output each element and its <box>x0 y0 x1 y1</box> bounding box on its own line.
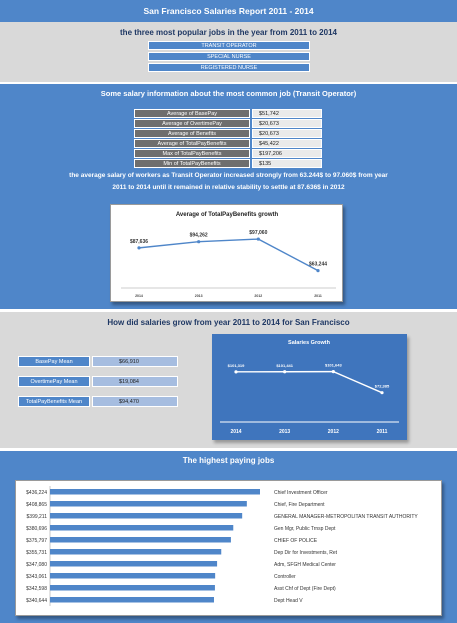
x-tick-label: 2014 <box>135 294 143 298</box>
data-point <box>316 269 320 273</box>
highest-paying-heading: The highest paying jobs <box>182 456 275 465</box>
stat-label: Average of OvertimePay <box>134 119 250 128</box>
salaries-growth-chart: Salaries Growth $101,319 2014 $101,441 2013 $… <box>220 340 399 435</box>
salaries-growth-chart-card: Salaries Growth $101,319 2014 $101,441 2013 $… <box>212 334 407 440</box>
data-label: $97,060 <box>249 230 267 236</box>
job-title-label: GENERAL MANAGER-METROPOLITAN TRANSIT AUT… <box>274 514 418 520</box>
series-line <box>235 370 383 394</box>
job-title-label: Controller <box>274 574 296 580</box>
mean-label: TotalPayBenefits Mean <box>18 396 90 407</box>
summary-line: 2011 to 2014 until it remained in relati… <box>112 184 345 191</box>
job-title-label: CHIEF OF POLICE <box>274 538 318 544</box>
data-label: $101,319 <box>228 363 245 368</box>
bar-value-label: $355,731 <box>26 550 47 556</box>
stat-value: $135 <box>252 159 322 168</box>
series-line <box>138 238 319 272</box>
data-point <box>197 240 201 244</box>
bar-value-label: $408,865 <box>26 502 47 508</box>
stat-value: $20,673 <box>252 129 322 138</box>
chart-title: Average of TotalPayBenefits growth <box>176 212 279 218</box>
highest-paying-chart: $436,224 Chief Investment Officer $408,865… <box>26 486 418 606</box>
x-tick-label: 2013 <box>279 429 290 435</box>
x-tick-label: 2013 <box>195 294 203 298</box>
bar-value-label: $375,797 <box>26 538 47 544</box>
stat-label: Max of TotalPayBenefits <box>134 149 250 158</box>
transit-growth-chart-card: Average of TotalPayBenefits growth $87,63… <box>110 204 343 302</box>
bar <box>50 561 218 567</box>
mean-label: BasePay Mean <box>18 356 90 367</box>
stat-value: $51,742 <box>252 109 322 118</box>
job-title-label: Adm, SFGH Medical Center <box>274 562 336 568</box>
bar-value-label: $399,211 <box>27 514 48 520</box>
popular-jobs-heading: the three most popular jobs in the year … <box>120 28 337 37</box>
popular-job-item: REGISTERED NURSE <box>148 63 310 72</box>
popular-job-item: SPECIAL NURSE <box>148 52 310 61</box>
bar <box>50 549 222 555</box>
data-point <box>256 237 260 241</box>
job-title-label: Dept Head V <box>274 598 303 604</box>
bar <box>50 525 234 531</box>
data-label: $101,643 <box>325 363 342 368</box>
x-tick-label: 2011 <box>314 294 322 298</box>
job-title-label: Dep Dir for Investments, Ret <box>274 550 338 556</box>
job-title-label: Chief Investment Officer <box>274 490 328 496</box>
popular-jobs-section: the three most popular jobs in the year … <box>0 22 457 82</box>
bar <box>50 537 231 543</box>
report-title: San Francisco Salaries Report 2011 - 201… <box>0 0 457 22</box>
salary-info-section: Some salary information about the most c… <box>0 84 457 309</box>
data-point <box>137 246 141 250</box>
growth-section: How did salaries grow from year 2011 to … <box>0 312 457 448</box>
stat-value: $45,422 <box>252 139 322 148</box>
stat-label: Min of TotalPayBenefits <box>134 159 250 168</box>
data-point <box>234 370 238 374</box>
data-label: $87,636 <box>130 239 148 245</box>
bar <box>50 513 243 519</box>
transit-growth-chart: Average of TotalPayBenefits growth $87,63… <box>121 212 336 298</box>
bar <box>50 597 214 603</box>
chart-title: Salaries Growth <box>288 340 331 346</box>
bar <box>50 489 260 495</box>
growth-heading: How did salaries grow from year 2011 to … <box>107 318 350 327</box>
summary-line: the average salary of workers as Transit… <box>69 172 388 179</box>
bar-value-label: $342,598 <box>26 586 47 592</box>
data-point <box>331 370 335 374</box>
bar <box>50 573 216 579</box>
x-tick-label: 2012 <box>328 429 339 435</box>
mean-label: OvertimePay Mean <box>18 376 90 387</box>
highest-paying-section: The highest paying jobs $436,224 Chief In… <box>0 451 457 623</box>
data-label: $63,244 <box>309 262 327 268</box>
bar-value-label: $347,080 <box>26 562 47 568</box>
bar-value-label: $340,644 <box>26 598 47 604</box>
popular-job-item: TRANSIT OPERATOR <box>148 41 310 50</box>
x-tick-label: 2011 <box>377 429 388 435</box>
stat-value: $20,673 <box>252 119 322 128</box>
bar <box>50 585 215 591</box>
x-tick-label: 2014 <box>230 429 241 435</box>
data-label: $72,385 <box>375 384 390 389</box>
job-title-label: Asst Chf of Dept (Fire Dept) <box>274 586 336 592</box>
x-tick-label: 2012 <box>254 294 262 298</box>
salary-info-heading: Some salary information about the most c… <box>100 89 357 98</box>
bar-value-label: $380,696 <box>26 526 47 532</box>
bar-value-label: $343,061 <box>26 574 47 580</box>
bar <box>50 501 247 507</box>
mean-value: $19,084 <box>92 376 178 387</box>
bar-value-label: $436,224 <box>26 490 47 496</box>
stat-label: Average of BasePay <box>134 109 250 118</box>
data-point <box>283 370 287 374</box>
job-title-label: Gen Mgr, Public Trnsp Dept <box>274 526 336 532</box>
job-title-label: Chief, Fire Department <box>274 502 325 508</box>
stat-label: Average of Benefits <box>134 129 250 138</box>
data-label: $101,441 <box>276 363 293 368</box>
data-label: $94,262 <box>190 233 208 239</box>
highest-paying-chart-card: $436,224 Chief Investment Officer $408,865… <box>15 480 442 616</box>
stat-value: $197,206 <box>252 149 322 158</box>
mean-value: $66,910 <box>92 356 178 367</box>
mean-value: $94,470 <box>92 396 178 407</box>
stat-label: Average of TotalPayBenefits <box>134 139 250 148</box>
data-point <box>380 391 384 395</box>
